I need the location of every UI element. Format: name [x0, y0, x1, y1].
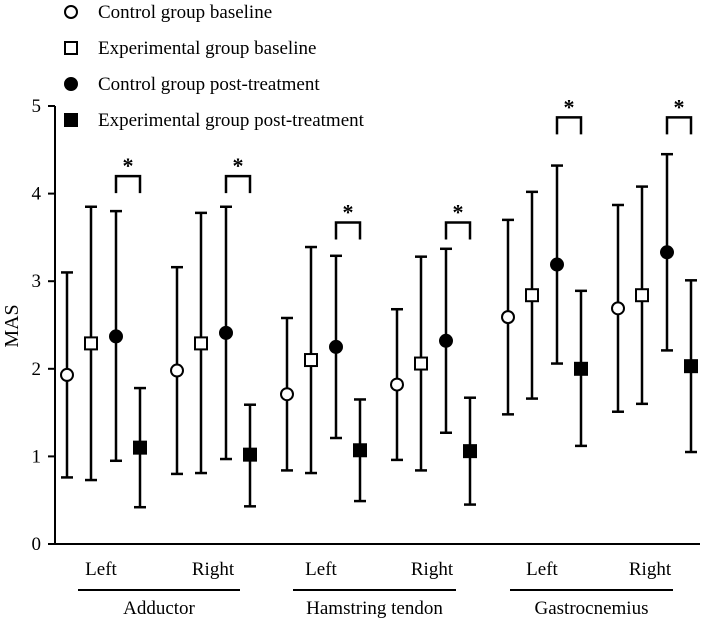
significance-star: *: [564, 94, 575, 119]
data-point: [170, 363, 184, 378]
significance-brackets: * * * * * *: [114, 94, 693, 240]
significance-bracket: [224, 174, 252, 194]
data-point: [660, 245, 674, 260]
y-tick-label: 5: [32, 96, 42, 117]
data-point: [280, 387, 294, 402]
data-point: [684, 359, 698, 374]
x-side-label: Left: [85, 559, 117, 580]
legend-marker: [64, 77, 78, 91]
data-point: [60, 367, 74, 382]
significance-star: *: [233, 153, 244, 178]
data-point: [219, 325, 233, 340]
y-axis-title: MAS: [1, 304, 23, 347]
data-point: [84, 336, 98, 351]
x-group-label: Adductor: [123, 598, 195, 619]
legend-entry: Control group baseline: [98, 2, 272, 23]
y-tick-label: 4: [32, 184, 42, 205]
legend-marker: [64, 41, 78, 55]
legend-marker: [64, 5, 78, 19]
error-bars: [61, 152, 697, 509]
data-point: [574, 361, 588, 376]
data-point: [329, 339, 343, 354]
y-tick-label: 2: [32, 359, 42, 380]
data-point: [525, 288, 539, 303]
significance-star: *: [123, 153, 134, 178]
x-group-label: Gastrocnemius: [535, 598, 649, 619]
y-tick-label: 3: [32, 271, 42, 292]
significance-bracket: [665, 116, 693, 135]
x-side-label: Right: [411, 559, 454, 580]
x-side-label: Left: [305, 559, 337, 580]
y-tick-label: 1: [32, 446, 42, 467]
y-tick-label: 0: [32, 534, 42, 555]
x-side-label: Right: [629, 559, 672, 580]
legend: Control group baseline Experimental group…: [64, 2, 365, 131]
data-point: [501, 310, 515, 325]
data-point: [304, 353, 318, 368]
significance-bracket: [334, 221, 362, 240]
data-point: [194, 336, 208, 351]
x-side-label: Right: [192, 559, 235, 580]
data-point: [133, 440, 147, 455]
legend-marker: [64, 113, 78, 127]
significance-bracket: [444, 221, 472, 240]
axes: MAS: [1, 106, 700, 545]
legend-entry: Experimental group post-treatment: [98, 110, 365, 131]
legend-entry: Experimental group baseline: [98, 38, 316, 59]
data-point: [390, 377, 404, 392]
data-point: [635, 288, 649, 303]
data-point: [414, 356, 428, 371]
x-side-label: Left: [526, 559, 558, 580]
data-point: [109, 329, 123, 344]
significance-bracket: [555, 116, 583, 135]
data-point: [353, 443, 367, 458]
significance-star: *: [674, 94, 685, 119]
data-point: [611, 301, 625, 316]
significance-bracket: [114, 174, 142, 194]
data-point: [243, 447, 257, 462]
data-point: [550, 257, 564, 272]
y-ticks: 0 1 2 3 4 5: [32, 96, 55, 555]
legend-entry: Control group post-treatment: [98, 74, 320, 95]
data-point: [439, 333, 453, 348]
significance-star: *: [453, 200, 464, 225]
significance-star: *: [343, 200, 354, 225]
x-group-label: Hamstring tendon: [306, 598, 443, 619]
x-categories: Left Right Adductor Left Right Hamstring tend…: [78, 559, 673, 619]
markers: [60, 245, 698, 462]
data-point: [463, 444, 477, 459]
